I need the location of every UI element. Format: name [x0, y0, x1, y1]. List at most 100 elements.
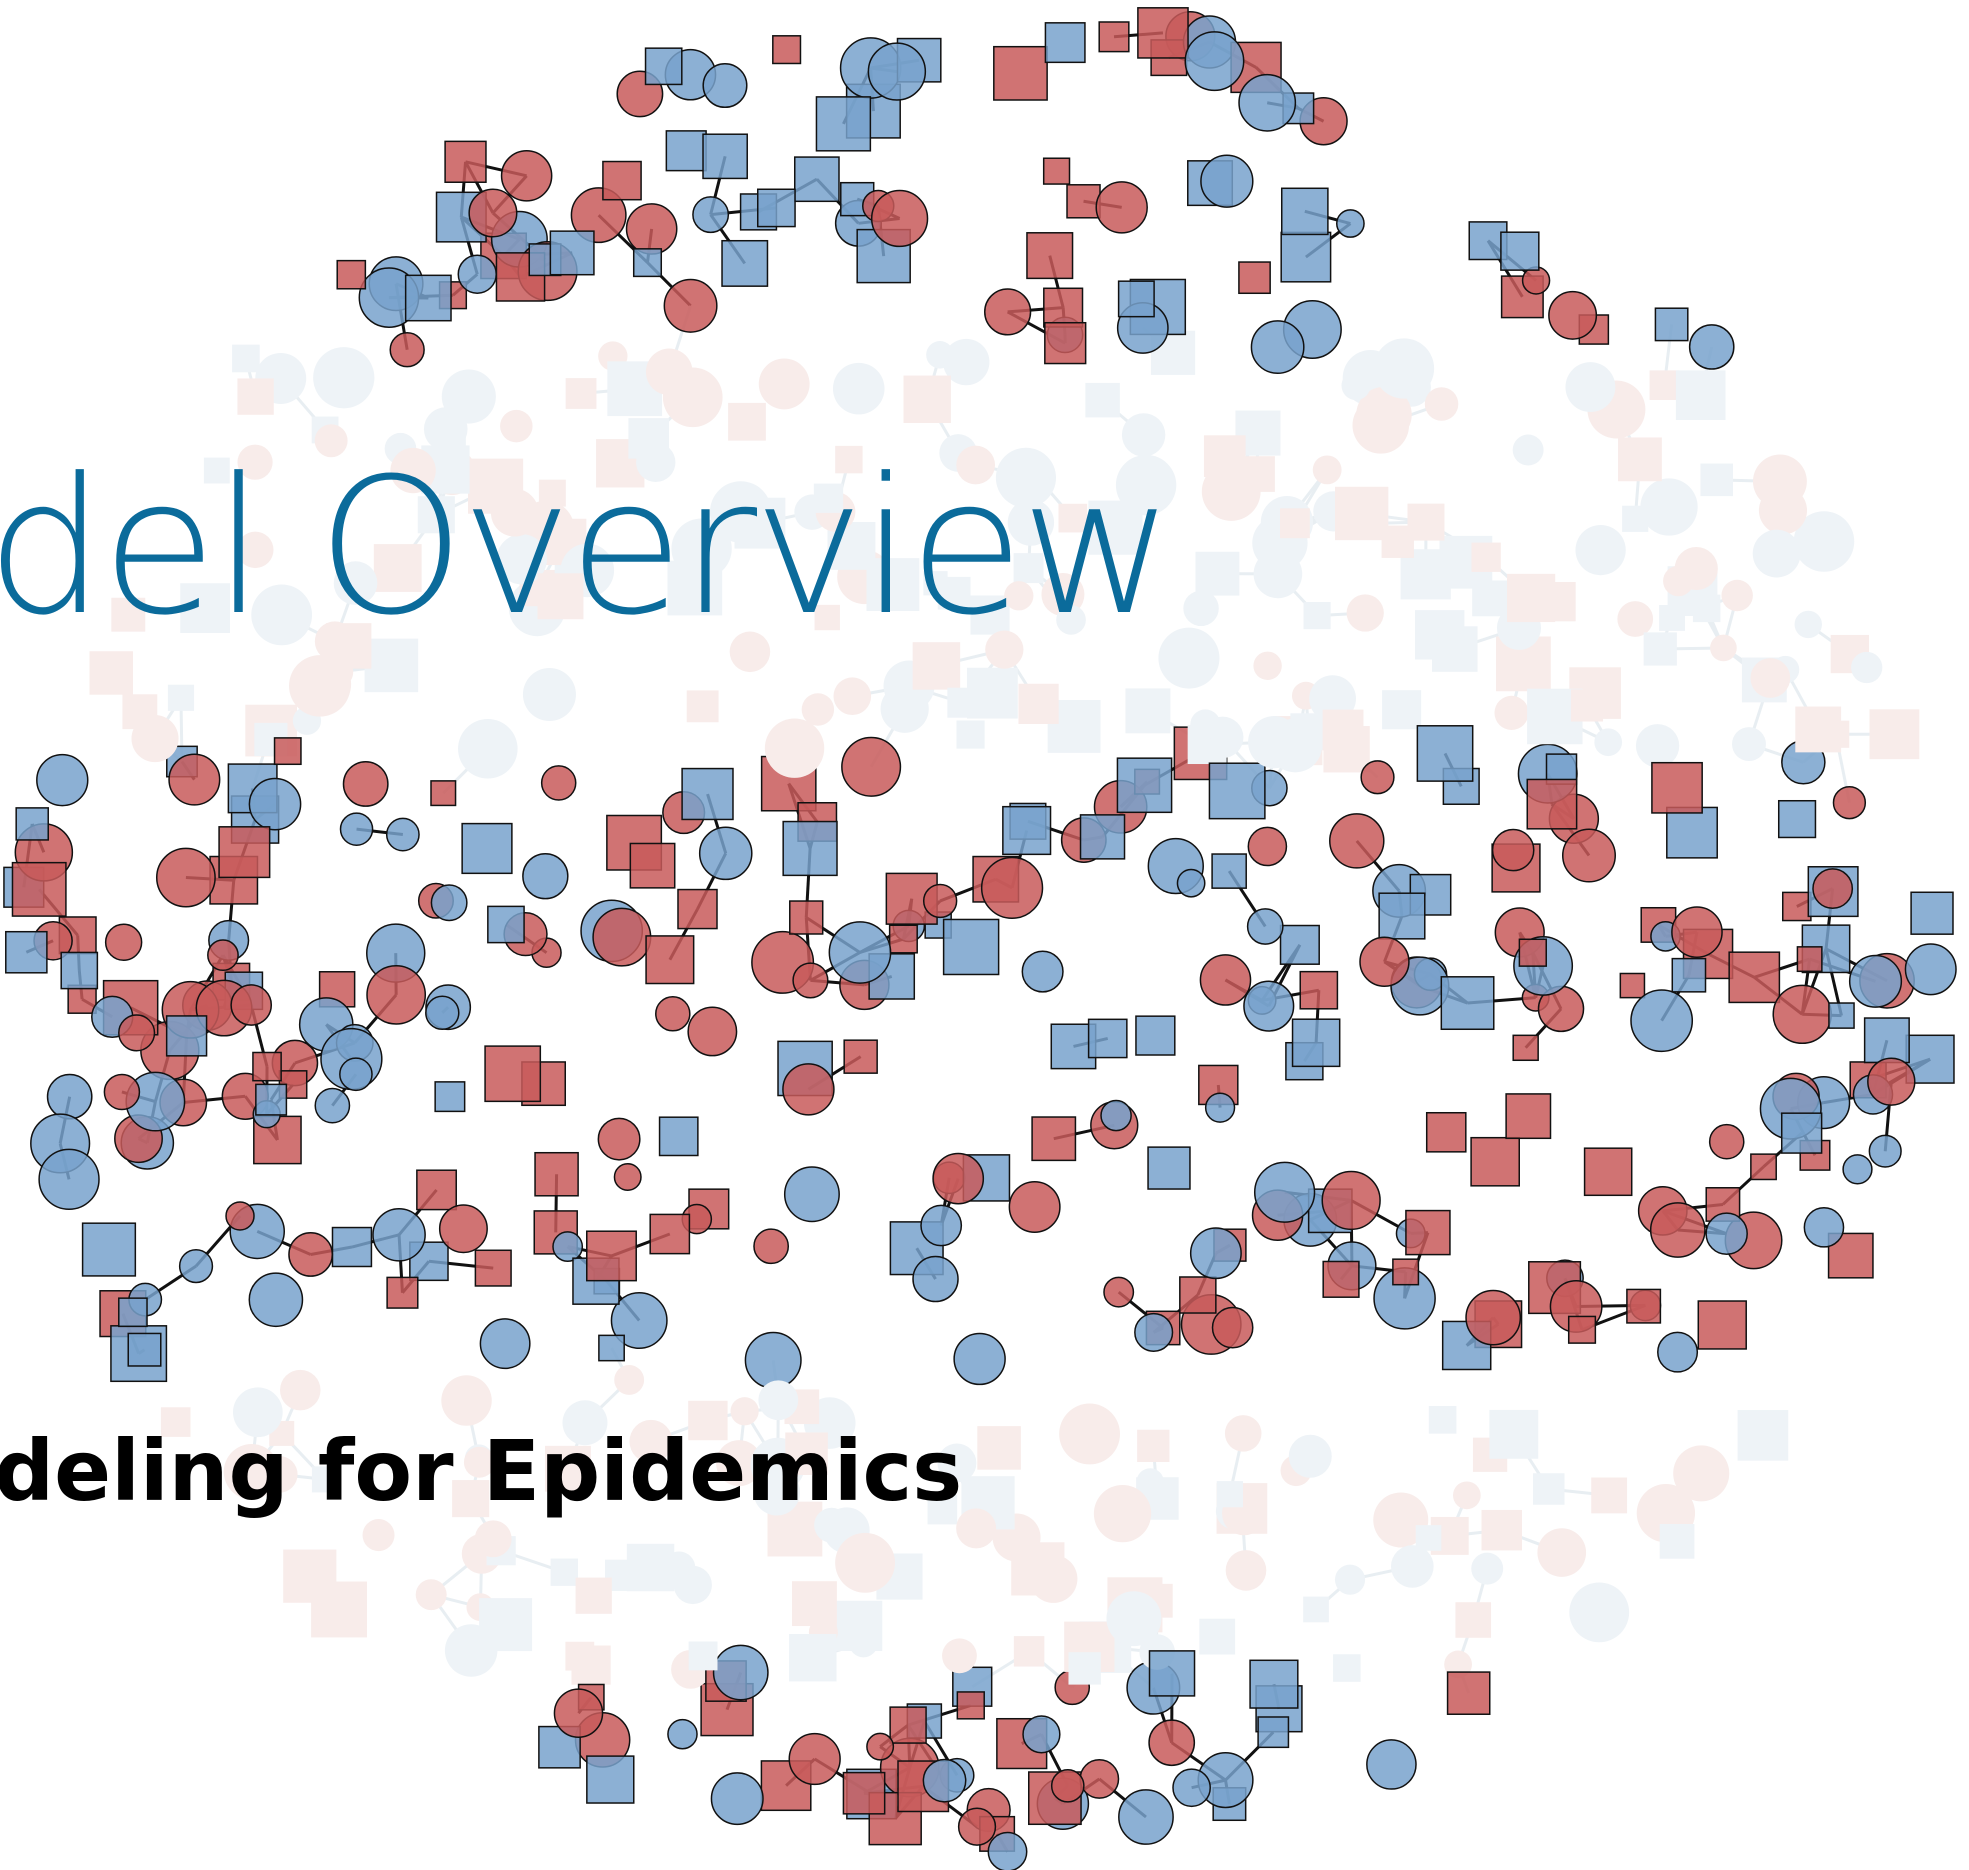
node-circle	[1708, 1123, 1745, 1160]
node-square	[1031, 1116, 1077, 1162]
node-square	[311, 1466, 338, 1493]
node-circle	[223, 1443, 280, 1500]
node-circle	[522, 667, 576, 722]
node-circle	[1248, 716, 1301, 769]
node-circle	[38, 1148, 100, 1211]
node-circle	[984, 288, 1032, 336]
node-circle	[783, 1166, 840, 1223]
node-square	[255, 1083, 288, 1116]
node-square	[1416, 725, 1474, 782]
node-square	[658, 1116, 699, 1157]
node-circle	[1118, 1789, 1174, 1845]
node-circle	[1732, 727, 1766, 762]
node-square	[1828, 1002, 1855, 1029]
node-square	[452, 1480, 490, 1518]
node-circle	[833, 677, 872, 716]
node-square	[1116, 757, 1173, 814]
node-square	[888, 924, 918, 954]
node-square	[1643, 632, 1677, 666]
node-square	[1249, 1659, 1299, 1709]
node-square	[1697, 1300, 1747, 1350]
node-square	[1087, 1018, 1128, 1059]
node-square	[1211, 853, 1247, 889]
node-circle	[1452, 1481, 1481, 1510]
node-circle	[597, 1117, 641, 1161]
node-circle	[248, 777, 302, 831]
node-square	[575, 1577, 612, 1614]
node-square	[1659, 604, 1685, 631]
node-square	[1675, 370, 1726, 421]
node-circle	[730, 1397, 759, 1426]
node-square	[550, 1558, 578, 1586]
node-square	[970, 595, 1010, 635]
node-square	[1425, 1111, 1467, 1153]
node-circle	[655, 996, 691, 1032]
node-square	[756, 188, 796, 228]
node-circle	[232, 1387, 283, 1438]
node-square	[1570, 689, 1604, 722]
node-square	[1507, 573, 1556, 623]
node-square	[942, 918, 1000, 976]
node-circle	[339, 1057, 373, 1092]
node-square	[1455, 1602, 1492, 1638]
node-square	[1147, 1146, 1191, 1190]
node-square	[167, 684, 195, 711]
node-circle	[922, 1758, 967, 1803]
node-square	[1303, 1596, 1329, 1623]
node-square	[1378, 892, 1426, 940]
node-square	[1526, 778, 1578, 830]
node-square	[160, 1407, 191, 1437]
node-square	[487, 905, 525, 944]
node-circle	[385, 817, 420, 852]
node-square	[956, 1691, 985, 1720]
node-square	[632, 248, 663, 278]
node-square	[404, 274, 452, 322]
node-square	[947, 687, 978, 718]
node-square	[1583, 1147, 1633, 1197]
node-square	[1291, 1018, 1341, 1068]
node-square	[417, 496, 455, 534]
node-square	[5, 930, 48, 974]
node-square	[1044, 321, 1087, 365]
node-square	[889, 1706, 927, 1744]
node-circle	[922, 883, 958, 919]
node-circle	[248, 1272, 304, 1328]
node-square	[644, 47, 683, 86]
node-circle	[987, 1831, 1028, 1870]
node-circle	[1657, 1331, 1699, 1373]
node-square	[1068, 1652, 1101, 1685]
node-square	[1777, 799, 1817, 839]
node-circle	[474, 1520, 512, 1558]
node-circle	[1341, 371, 1371, 401]
node-circle	[390, 447, 436, 494]
node-square	[67, 984, 97, 1014]
node-circle	[1471, 1552, 1504, 1585]
node-square	[1238, 261, 1271, 295]
node-circle	[438, 1204, 488, 1254]
node-square	[1737, 1410, 1789, 1461]
node-square	[1280, 187, 1329, 236]
node-circle	[1312, 455, 1342, 485]
node-square	[688, 1641, 718, 1671]
node-square	[118, 1297, 148, 1328]
node-square	[1649, 370, 1680, 400]
node-circle	[753, 1228, 790, 1265]
node-square	[721, 239, 769, 287]
node-circle	[1121, 413, 1166, 457]
node-circle	[1671, 906, 1723, 958]
node-circle	[1360, 760, 1395, 795]
node-square	[1471, 542, 1501, 572]
node-square	[598, 1334, 625, 1362]
node-circle	[36, 753, 89, 807]
node-square	[1470, 1136, 1520, 1187]
node-square	[1532, 1473, 1565, 1505]
node-square	[1137, 7, 1189, 59]
node-circle	[610, 1292, 668, 1349]
node-square	[1505, 1093, 1552, 1140]
node-square	[1334, 486, 1389, 541]
node-square	[1415, 1525, 1442, 1551]
node-square	[835, 445, 863, 474]
node-circle	[1848, 954, 1903, 1008]
node-square	[416, 1169, 457, 1211]
